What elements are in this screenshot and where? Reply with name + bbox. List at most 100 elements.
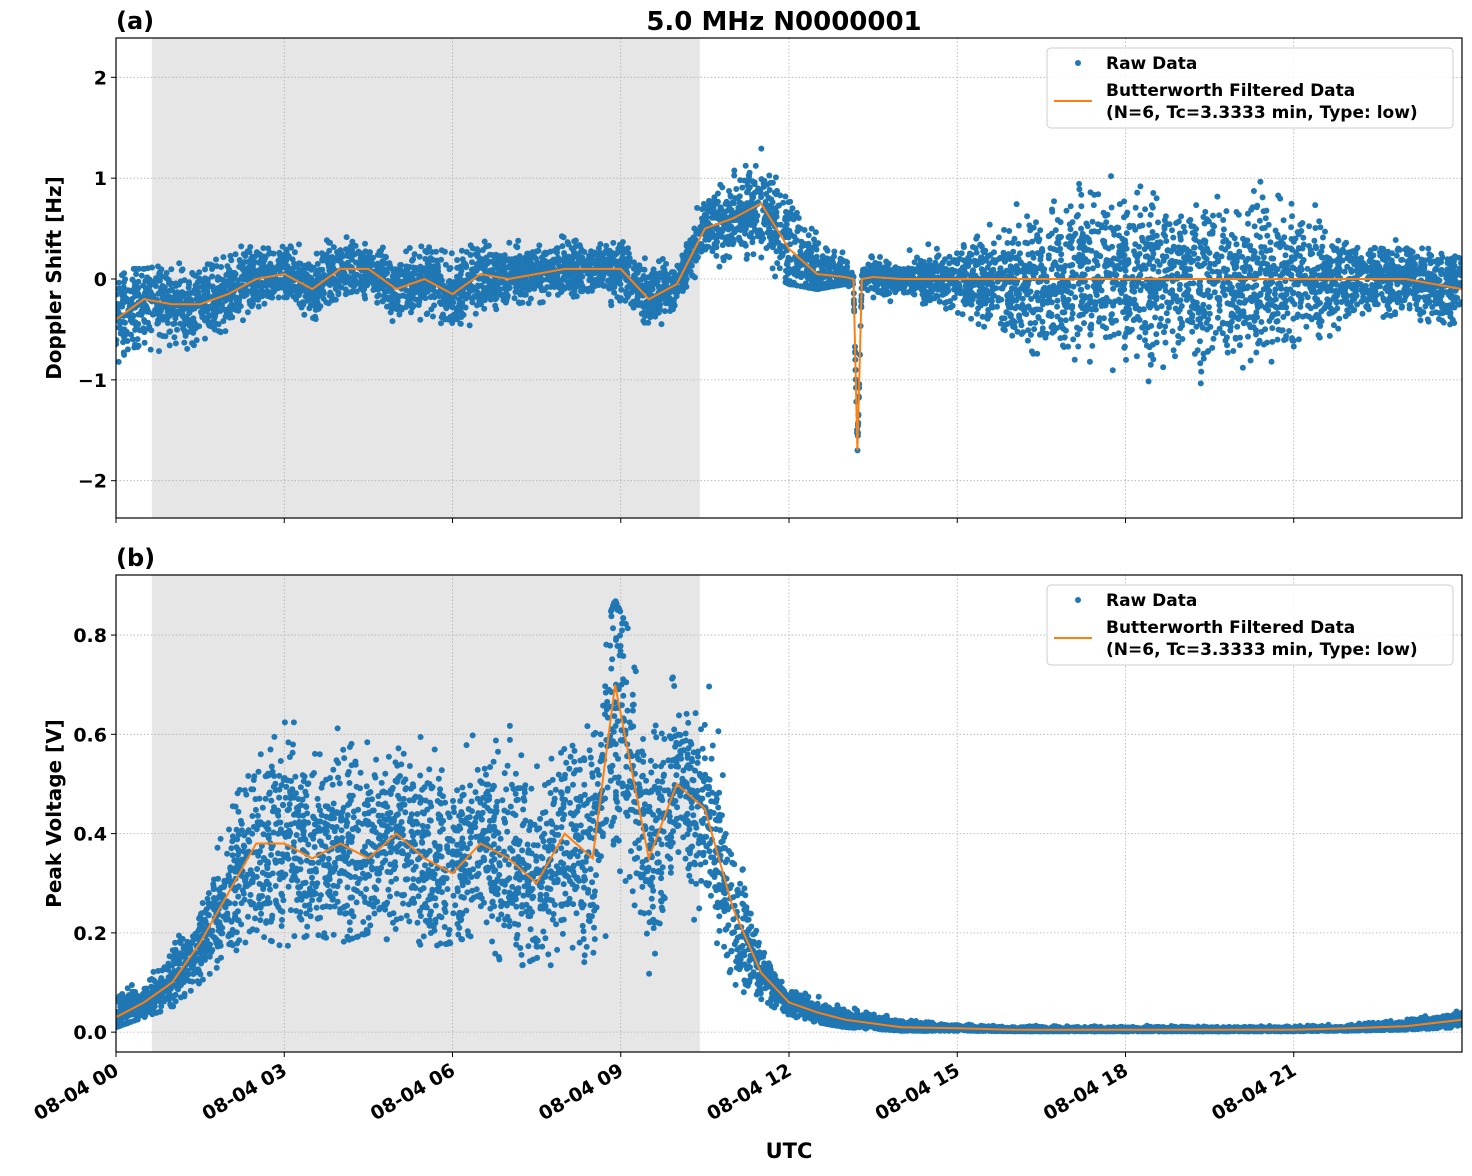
raw-data-point bbox=[1055, 298, 1061, 304]
raw-data-point bbox=[134, 324, 140, 330]
raw-data-point bbox=[207, 262, 213, 268]
raw-data-point bbox=[937, 299, 943, 305]
raw-data-point bbox=[1110, 280, 1116, 286]
raw-data-point bbox=[981, 324, 987, 330]
raw-data-point bbox=[715, 214, 721, 220]
raw-data-point bbox=[311, 278, 317, 284]
raw-data-point bbox=[464, 249, 470, 255]
raw-data-point bbox=[837, 256, 843, 262]
raw-data-point bbox=[1108, 312, 1114, 318]
raw-data-point bbox=[1076, 186, 1082, 192]
raw-data-point bbox=[754, 188, 760, 194]
raw-data-point bbox=[475, 254, 481, 260]
raw-data-point bbox=[1070, 311, 1076, 317]
raw-data-point bbox=[190, 315, 196, 321]
raw-data-point bbox=[486, 243, 492, 249]
raw-data-point bbox=[176, 260, 182, 266]
raw-data-point bbox=[1139, 325, 1145, 331]
raw-data-point bbox=[417, 254, 423, 260]
raw-data-point bbox=[1152, 285, 1158, 291]
raw-data-point bbox=[907, 269, 913, 275]
raw-data-point bbox=[172, 321, 178, 327]
raw-data-point bbox=[794, 283, 800, 289]
raw-data-point bbox=[396, 312, 402, 318]
raw-data-point bbox=[474, 246, 480, 252]
raw-data-point bbox=[1094, 259, 1100, 265]
raw-data-point bbox=[438, 273, 444, 279]
raw-data-point bbox=[749, 178, 755, 184]
raw-data-point bbox=[228, 302, 234, 308]
raw-data-point bbox=[843, 259, 849, 265]
raw-data-point bbox=[1122, 237, 1128, 243]
raw-data-point bbox=[1015, 266, 1021, 272]
raw-data-point bbox=[1061, 297, 1067, 303]
raw-data-point bbox=[259, 283, 265, 289]
raw-data-point bbox=[670, 306, 676, 312]
raw-data-point bbox=[980, 270, 986, 276]
raw-data-point bbox=[167, 281, 173, 287]
raw-data-point bbox=[744, 256, 750, 262]
raw-data-point bbox=[979, 259, 985, 265]
raw-data-point bbox=[167, 342, 173, 348]
raw-data-point bbox=[976, 321, 982, 327]
raw-data-point bbox=[1064, 208, 1070, 214]
raw-data-point bbox=[1005, 240, 1011, 246]
raw-data-point bbox=[1109, 244, 1115, 250]
raw-data-point bbox=[991, 240, 997, 246]
raw-data-point bbox=[267, 261, 273, 267]
raw-data-point bbox=[968, 259, 974, 265]
raw-data-point bbox=[974, 311, 980, 317]
raw-data-point bbox=[376, 292, 382, 298]
raw-data-point bbox=[226, 267, 232, 273]
raw-data-point bbox=[346, 274, 352, 280]
raw-data-point bbox=[1150, 190, 1156, 196]
raw-data-point bbox=[806, 232, 812, 238]
raw-data-point bbox=[763, 218, 769, 224]
raw-data-point bbox=[872, 260, 878, 266]
raw-data-point bbox=[1160, 364, 1166, 370]
raw-data-point bbox=[1171, 263, 1177, 269]
raw-data-point bbox=[743, 163, 749, 169]
raw-data-point bbox=[1171, 347, 1177, 353]
raw-data-point bbox=[1045, 300, 1051, 306]
raw-data-point bbox=[348, 243, 354, 249]
raw-data-point bbox=[122, 289, 128, 295]
raw-data-point bbox=[1146, 378, 1152, 384]
raw-data-point bbox=[1165, 318, 1171, 324]
raw-data-point bbox=[723, 253, 729, 259]
raw-data-point bbox=[222, 328, 228, 334]
raw-data-point bbox=[1132, 266, 1138, 272]
raw-data-point bbox=[1078, 226, 1084, 232]
raw-data-point bbox=[920, 301, 926, 307]
raw-data-point bbox=[1153, 331, 1159, 337]
raw-data-point bbox=[723, 201, 729, 207]
raw-data-point bbox=[123, 296, 129, 302]
raw-data-point bbox=[655, 278, 661, 284]
raw-data-point bbox=[976, 295, 982, 301]
raw-data-point bbox=[1058, 257, 1064, 263]
raw-data-point bbox=[272, 267, 278, 273]
raw-data-point bbox=[1068, 290, 1074, 296]
raw-data-point bbox=[1133, 205, 1139, 211]
raw-data-point bbox=[1157, 322, 1163, 328]
raw-data-point bbox=[122, 276, 128, 282]
raw-data-point bbox=[1170, 328, 1176, 334]
raw-data-point bbox=[219, 302, 225, 308]
raw-data-point bbox=[802, 227, 808, 233]
raw-data-point bbox=[790, 205, 796, 211]
raw-data-point bbox=[1063, 317, 1069, 323]
raw-data-point bbox=[508, 259, 514, 265]
raw-data-point bbox=[162, 295, 168, 301]
raw-data-point bbox=[829, 262, 835, 268]
raw-data-point bbox=[1088, 326, 1094, 332]
raw-data-point bbox=[1144, 343, 1150, 349]
raw-data-point bbox=[450, 313, 456, 319]
raw-data-point bbox=[116, 280, 122, 286]
raw-data-point bbox=[1090, 219, 1096, 225]
raw-data-point bbox=[1163, 288, 1169, 294]
raw-data-point bbox=[1014, 297, 1020, 303]
raw-data-point bbox=[1150, 342, 1156, 348]
raw-data-point bbox=[189, 270, 195, 276]
raw-data-point bbox=[1005, 251, 1011, 257]
raw-data-point bbox=[472, 266, 478, 272]
